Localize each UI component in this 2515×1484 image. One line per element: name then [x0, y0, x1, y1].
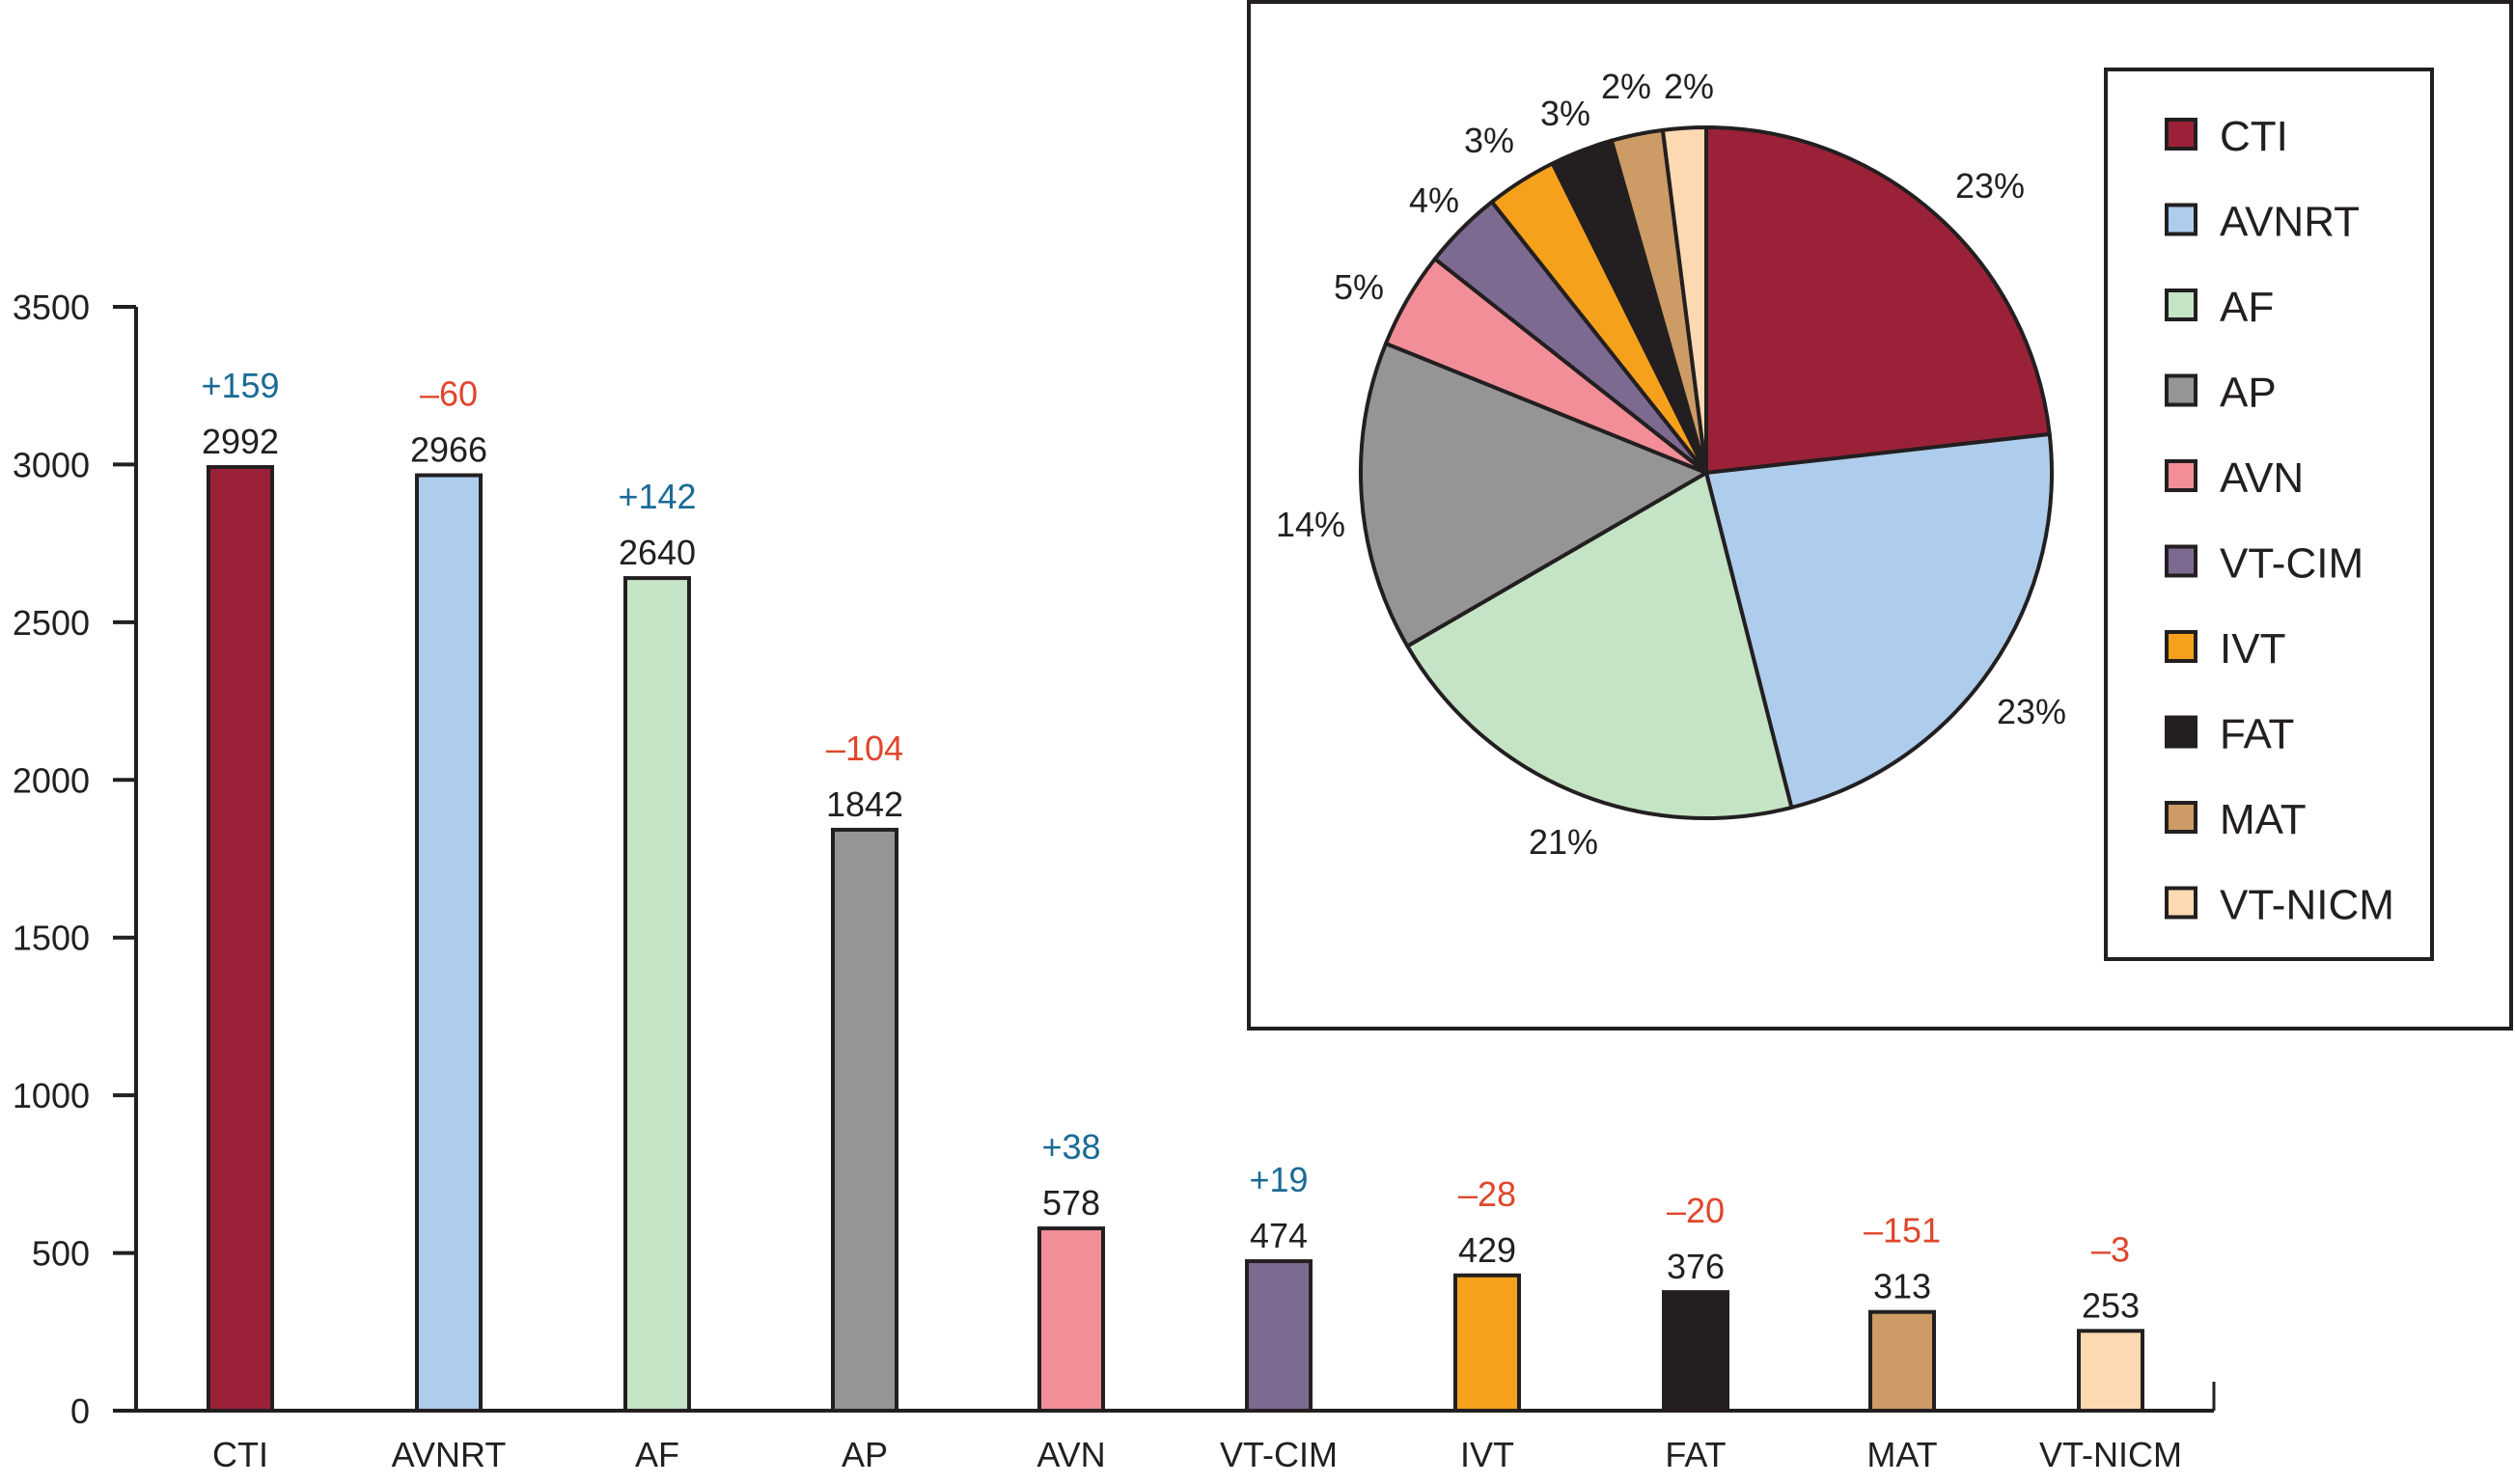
y-tick-label: 1500: [13, 919, 90, 958]
x-tick-label: VT-NICM: [2039, 1435, 2182, 1474]
x-tick-label: AP: [842, 1435, 888, 1474]
bar-value-label: 429: [1458, 1230, 1516, 1270]
bar-change-label: –151: [1864, 1211, 1941, 1250]
legend-swatch: [2165, 373, 2197, 407]
x-tick-label: AF: [635, 1435, 679, 1474]
y-tick-label: 3000: [13, 445, 90, 484]
bar-avn: [1037, 1226, 1105, 1413]
legend-swatch: [2165, 544, 2197, 578]
x-tick-label: CTI: [212, 1435, 268, 1474]
bar-change-label: +142: [618, 477, 696, 516]
pie-percent-label: 5%: [1334, 267, 1384, 307]
legend-label: AF: [2220, 284, 2274, 331]
bar-value-label: 313: [1873, 1267, 1931, 1306]
legend-box: [2104, 68, 2434, 961]
legend-label: MAT: [2220, 796, 2307, 843]
bar-change-label: –60: [420, 374, 478, 414]
pie-percent-label: 2%: [1601, 67, 1651, 106]
bar-chart: 0 500 1000 1500 2000 2500 3000 3500 2992 +159 CTI 2…: [13, 288, 2216, 1474]
pie-percent-label: 3%: [1540, 94, 1590, 133]
legend-swatch: [2165, 289, 2197, 321]
y-tick-label: 2000: [13, 760, 90, 800]
bar-avnrt: [415, 473, 483, 1414]
pie-percent-label: 21%: [1529, 822, 1598, 862]
y-tick-label: 500: [32, 1234, 90, 1274]
bar-change-label: +38: [1041, 1127, 1100, 1167]
legend-swatch: [2165, 203, 2197, 236]
y-tick-label: 3500: [13, 288, 90, 327]
bar-ap: [831, 827, 898, 1413]
y-tick-label: 0: [70, 1391, 90, 1431]
pie-slice-ap: [1359, 342, 1708, 648]
legend-label: AVNRT: [2220, 199, 2360, 246]
bar-cti: [207, 465, 274, 1413]
pie-slice-cti: [1704, 125, 2052, 475]
bar-change-label: +159: [201, 366, 279, 405]
x-tick-label: IVT: [1460, 1435, 1514, 1474]
bar-value-label: 2992: [202, 422, 279, 461]
bar-value-label: 253: [2082, 1285, 2140, 1325]
pie-percent-label: 2%: [1664, 67, 1714, 106]
bar-value-label: 578: [1042, 1183, 1100, 1223]
y-tick-label: 1000: [13, 1076, 90, 1115]
pie-percent-label: 23%: [1955, 166, 2025, 206]
bar-value-label: 376: [1667, 1247, 1725, 1286]
bar-mat: [1868, 1309, 1936, 1414]
bar-value-label: 474: [1250, 1216, 1308, 1255]
bar-value-label: 1842: [826, 784, 903, 824]
legend-swatch: [2165, 886, 2197, 920]
bar-vt-nicm: [2077, 1329, 2144, 1414]
x-tick-label: AVNRT: [392, 1435, 507, 1474]
pie-slice-af: [1405, 471, 1794, 820]
legend-label: AP: [2220, 370, 2277, 417]
legend-label: CTI: [2220, 113, 2288, 160]
bar-ivt: [1453, 1273, 1521, 1414]
bar-value-label: 2640: [619, 533, 696, 572]
x-tick-label: MAT: [1866, 1435, 1937, 1474]
bar-change-label: –20: [1667, 1191, 1725, 1230]
x-tick-label: AVN: [1036, 1435, 1105, 1474]
legend-label: FAT: [2220, 711, 2294, 758]
pie-inset: 23%23%21%14%5%4%3%3%2% 2%CTIAVNRTAFAPAVNV…: [1247, 0, 2513, 1031]
pie-percent-label: 3%: [1464, 121, 1514, 160]
legend-label: AVN: [2220, 454, 2304, 502]
legend-label: VT-NICM: [2220, 882, 2394, 929]
legend-swatch: [2165, 801, 2197, 834]
pie-percent-label: 4%: [1409, 180, 1459, 220]
bar-value-label: 2966: [410, 430, 487, 470]
pie-slice-avnrt: [1704, 431, 2054, 810]
bar-change-label: –104: [826, 728, 903, 768]
bar-vt-cim: [1245, 1259, 1313, 1413]
pie-percent-label: 14%: [1276, 505, 1345, 544]
bar-change-label: –3: [2091, 1229, 2130, 1269]
y-tick-label: 2500: [13, 603, 90, 643]
pie-slice-vt-nicm: [1660, 125, 1708, 475]
legend-label: IVT: [2220, 625, 2285, 673]
x-tick-label: FAT: [1665, 1435, 1726, 1474]
legend-swatch: [2165, 459, 2197, 492]
legend-label: VT-CIM: [2220, 540, 2363, 588]
bar-change-label: +19: [1249, 1160, 1308, 1199]
bar-change-label: –28: [1458, 1174, 1516, 1214]
pie-percent-label: 23%: [1997, 692, 2066, 731]
bar-af: [623, 576, 691, 1413]
bar-fat: [1662, 1290, 1729, 1413]
legend-swatch: [2165, 118, 2197, 151]
legend-swatch: [2165, 715, 2197, 749]
legend-swatch: [2165, 630, 2197, 663]
x-tick-label: VT-CIM: [1220, 1435, 1338, 1474]
